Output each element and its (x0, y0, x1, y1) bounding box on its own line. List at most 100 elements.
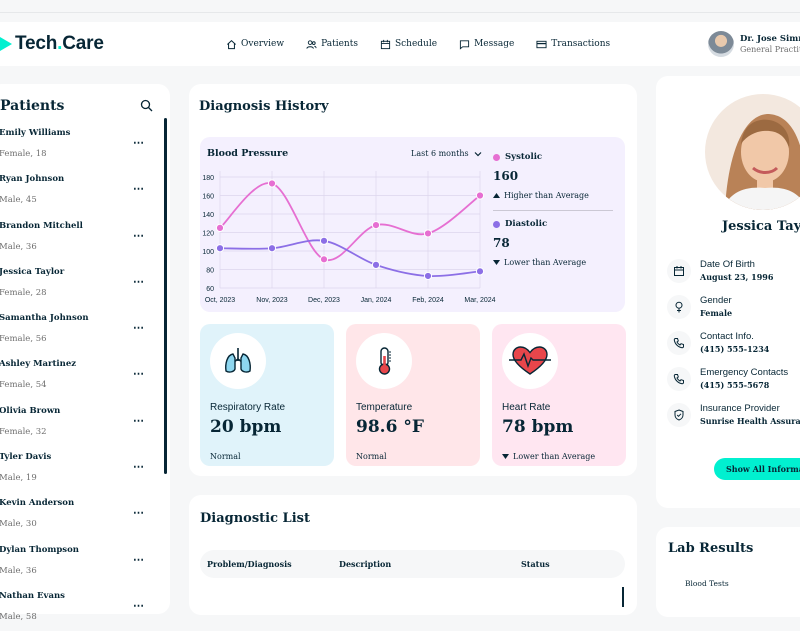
y-tick-label: 120 (202, 231, 214, 238)
diastolic-point (267, 244, 277, 253)
user-name: Dr. Jose Simmons (740, 34, 800, 44)
diastolic-value: 78 (493, 236, 510, 250)
systolic-point (267, 179, 277, 188)
more-horizontal-icon[interactable]: ⋯ (133, 598, 145, 612)
vital-label: Respiratory Rate (210, 402, 286, 413)
range-label: Last 6 months (411, 149, 469, 158)
patient-list-item[interactable]: Brandon Mitchell Male, 36 ⋯ (0, 215, 165, 261)
patient-item-name: Emily Williams (0, 128, 71, 138)
patients-list: Emily Williams Female, 18 ⋯ Ryan Johnson Mal… (0, 122, 165, 631)
vital-label: Heart Rate (502, 402, 551, 413)
more-horizontal-icon[interactable]: ⋯ (133, 552, 145, 566)
patient-profile-panel: Jessica Taylor Date Of Birth August 23, … (656, 76, 800, 508)
systolic-note: Higher than Average (504, 191, 589, 200)
top-navbar: Tech.Care Overview Patients Schedule Mes… (0, 22, 800, 66)
more-horizontal-icon[interactable]: ⋯ (133, 413, 145, 427)
profile-row-dob: Date Of Birth August 23, 1996 (667, 259, 800, 287)
patient-item-meta: Male, 36 (0, 241, 37, 252)
range-dropdown[interactable]: Last 6 months (411, 149, 482, 158)
nav-patients[interactable]: Patients (306, 39, 358, 50)
x-tick-label: Nov, 2023 (256, 297, 287, 304)
user-name-block: Dr. Jose Simmons General Practitioner (740, 34, 800, 54)
logo-icon (0, 37, 12, 51)
search-icon[interactable] (140, 99, 153, 112)
more-horizontal-icon[interactable]: ⋯ (133, 136, 145, 149)
respiratory-rate-card[interactable]: Respiratory Rate 20 bpm Normal (200, 324, 334, 466)
patient-item-meta: Female, 28 (0, 287, 47, 298)
x-tick-label: Dec, 2023 (308, 297, 340, 304)
y-tick-label: 60 (206, 286, 214, 293)
profile-label: Insurance Provider (700, 403, 780, 414)
female-icon (675, 301, 683, 313)
vital-value: 20 bpm (210, 417, 282, 437)
lab-result-item[interactable]: Blood Tests (685, 579, 729, 588)
vital-status: Lower than Average (502, 452, 595, 461)
profile-value: (415) 555-5678 (700, 380, 770, 390)
legend-divider (493, 210, 613, 211)
patient-list-item[interactable]: Ashley Martinez Female, 54 ⋯ (0, 353, 165, 399)
nav-label: Overview (241, 39, 285, 49)
column-header: Status (521, 559, 550, 569)
heart-icon (509, 346, 551, 375)
patient-list-item[interactable]: Nathan Evans Male, 58 ⋯ (0, 585, 165, 631)
diastolic-legend: Diastolic 78 Lower than Average (493, 219, 586, 267)
diagnostic-scrollbar[interactable] (622, 587, 624, 607)
patient-list-item[interactable]: Olivia Brown Female, 32 ⋯ (0, 400, 165, 446)
profile-row-contact: Contact Info. (415) 555-1234 (667, 331, 800, 359)
user-profile[interactable]: Dr. Jose Simmons General Practitioner (708, 31, 800, 57)
patient-list-item[interactable]: Samantha Johnson Female, 56 ⋯ (0, 307, 165, 353)
logo[interactable]: Tech.Care (0, 31, 104, 57)
more-horizontal-icon[interactable]: ⋯ (133, 506, 145, 520)
systolic-point (319, 255, 329, 264)
main-nav: Overview Patients Schedule Message Trans… (226, 22, 632, 66)
patient-item-meta: Male, 58 (0, 611, 37, 622)
more-horizontal-icon[interactable]: ⋯ (133, 182, 145, 196)
patient-item-meta: Male, 36 (0, 565, 37, 576)
patients-scrollbar[interactable] (164, 118, 167, 474)
diastolic-dot (493, 220, 500, 228)
lab-results-title: Lab Results (668, 541, 754, 556)
patient-list-item[interactable]: Jessica Taylor Female, 28 ⋯ (0, 261, 165, 307)
more-horizontal-icon[interactable]: ⋯ (133, 228, 145, 242)
temperature-card[interactable]: Temperature 98.6 °F Normal (346, 324, 480, 466)
profile-row-insurance: Insurance Provider Sunrise Health Assura… (667, 403, 800, 431)
nav-label: Schedule (394, 39, 438, 49)
more-horizontal-icon[interactable]: ⋯ (133, 321, 145, 335)
show-all-information-button[interactable]: Show All Information (714, 458, 800, 480)
systolic-point (475, 191, 485, 200)
thermometer-icon (378, 347, 391, 375)
patient-list-item[interactable]: Dylan Thompson Male, 36 ⋯ (0, 539, 165, 585)
lungs-icon (225, 348, 251, 373)
vital-value: 98.6 °F (356, 417, 424, 437)
patient-item-name: Tyler Davis (0, 452, 52, 463)
patient-item-name: Nathan Evans (0, 590, 65, 601)
patient-item-name: Kevin Anderson (0, 498, 75, 509)
patient-list-item[interactable]: Emily Williams Female, 18 ⋯ (0, 122, 165, 168)
patient-item-name: Jessica Taylor (0, 266, 65, 277)
nav-label: Transactions (551, 39, 611, 49)
y-tick-label: 160 (202, 194, 214, 201)
profile-label: Contact Info. (700, 331, 754, 342)
nav-transactions[interactable]: Transactions (536, 39, 610, 50)
more-horizontal-icon[interactable]: ⋯ (133, 460, 145, 474)
message-icon (459, 39, 470, 50)
patient-item-meta: Male, 45 (0, 195, 37, 206)
x-tick-label: Feb, 2024 (412, 297, 444, 304)
chevron-down-icon (474, 151, 482, 156)
nav-overview[interactable]: Overview (226, 39, 284, 50)
arrow-up-icon (493, 193, 500, 198)
more-horizontal-icon[interactable]: ⋯ (133, 274, 145, 288)
avatar[interactable] (708, 31, 734, 57)
profile-label: Date Of Birth (700, 259, 755, 270)
patient-photo (705, 94, 800, 210)
nav-schedule[interactable]: Schedule (380, 39, 437, 50)
patient-list-item[interactable]: Ryan Johnson Male, 45 ⋯ (0, 168, 165, 214)
diastolic-point (319, 236, 329, 245)
patient-list-item[interactable]: Tyler Davis Male, 19 ⋯ (0, 446, 165, 492)
heart-rate-card[interactable]: Heart Rate 78 bpm Lower than Average (492, 324, 626, 466)
more-horizontal-icon[interactable]: ⋯ (133, 367, 145, 381)
nav-label: Message (474, 39, 515, 49)
patient-list-item[interactable]: Kevin Anderson Male, 30 ⋯ (0, 492, 165, 538)
nav-message[interactable]: Message (459, 39, 514, 50)
user-role: General Practitioner (740, 45, 800, 54)
